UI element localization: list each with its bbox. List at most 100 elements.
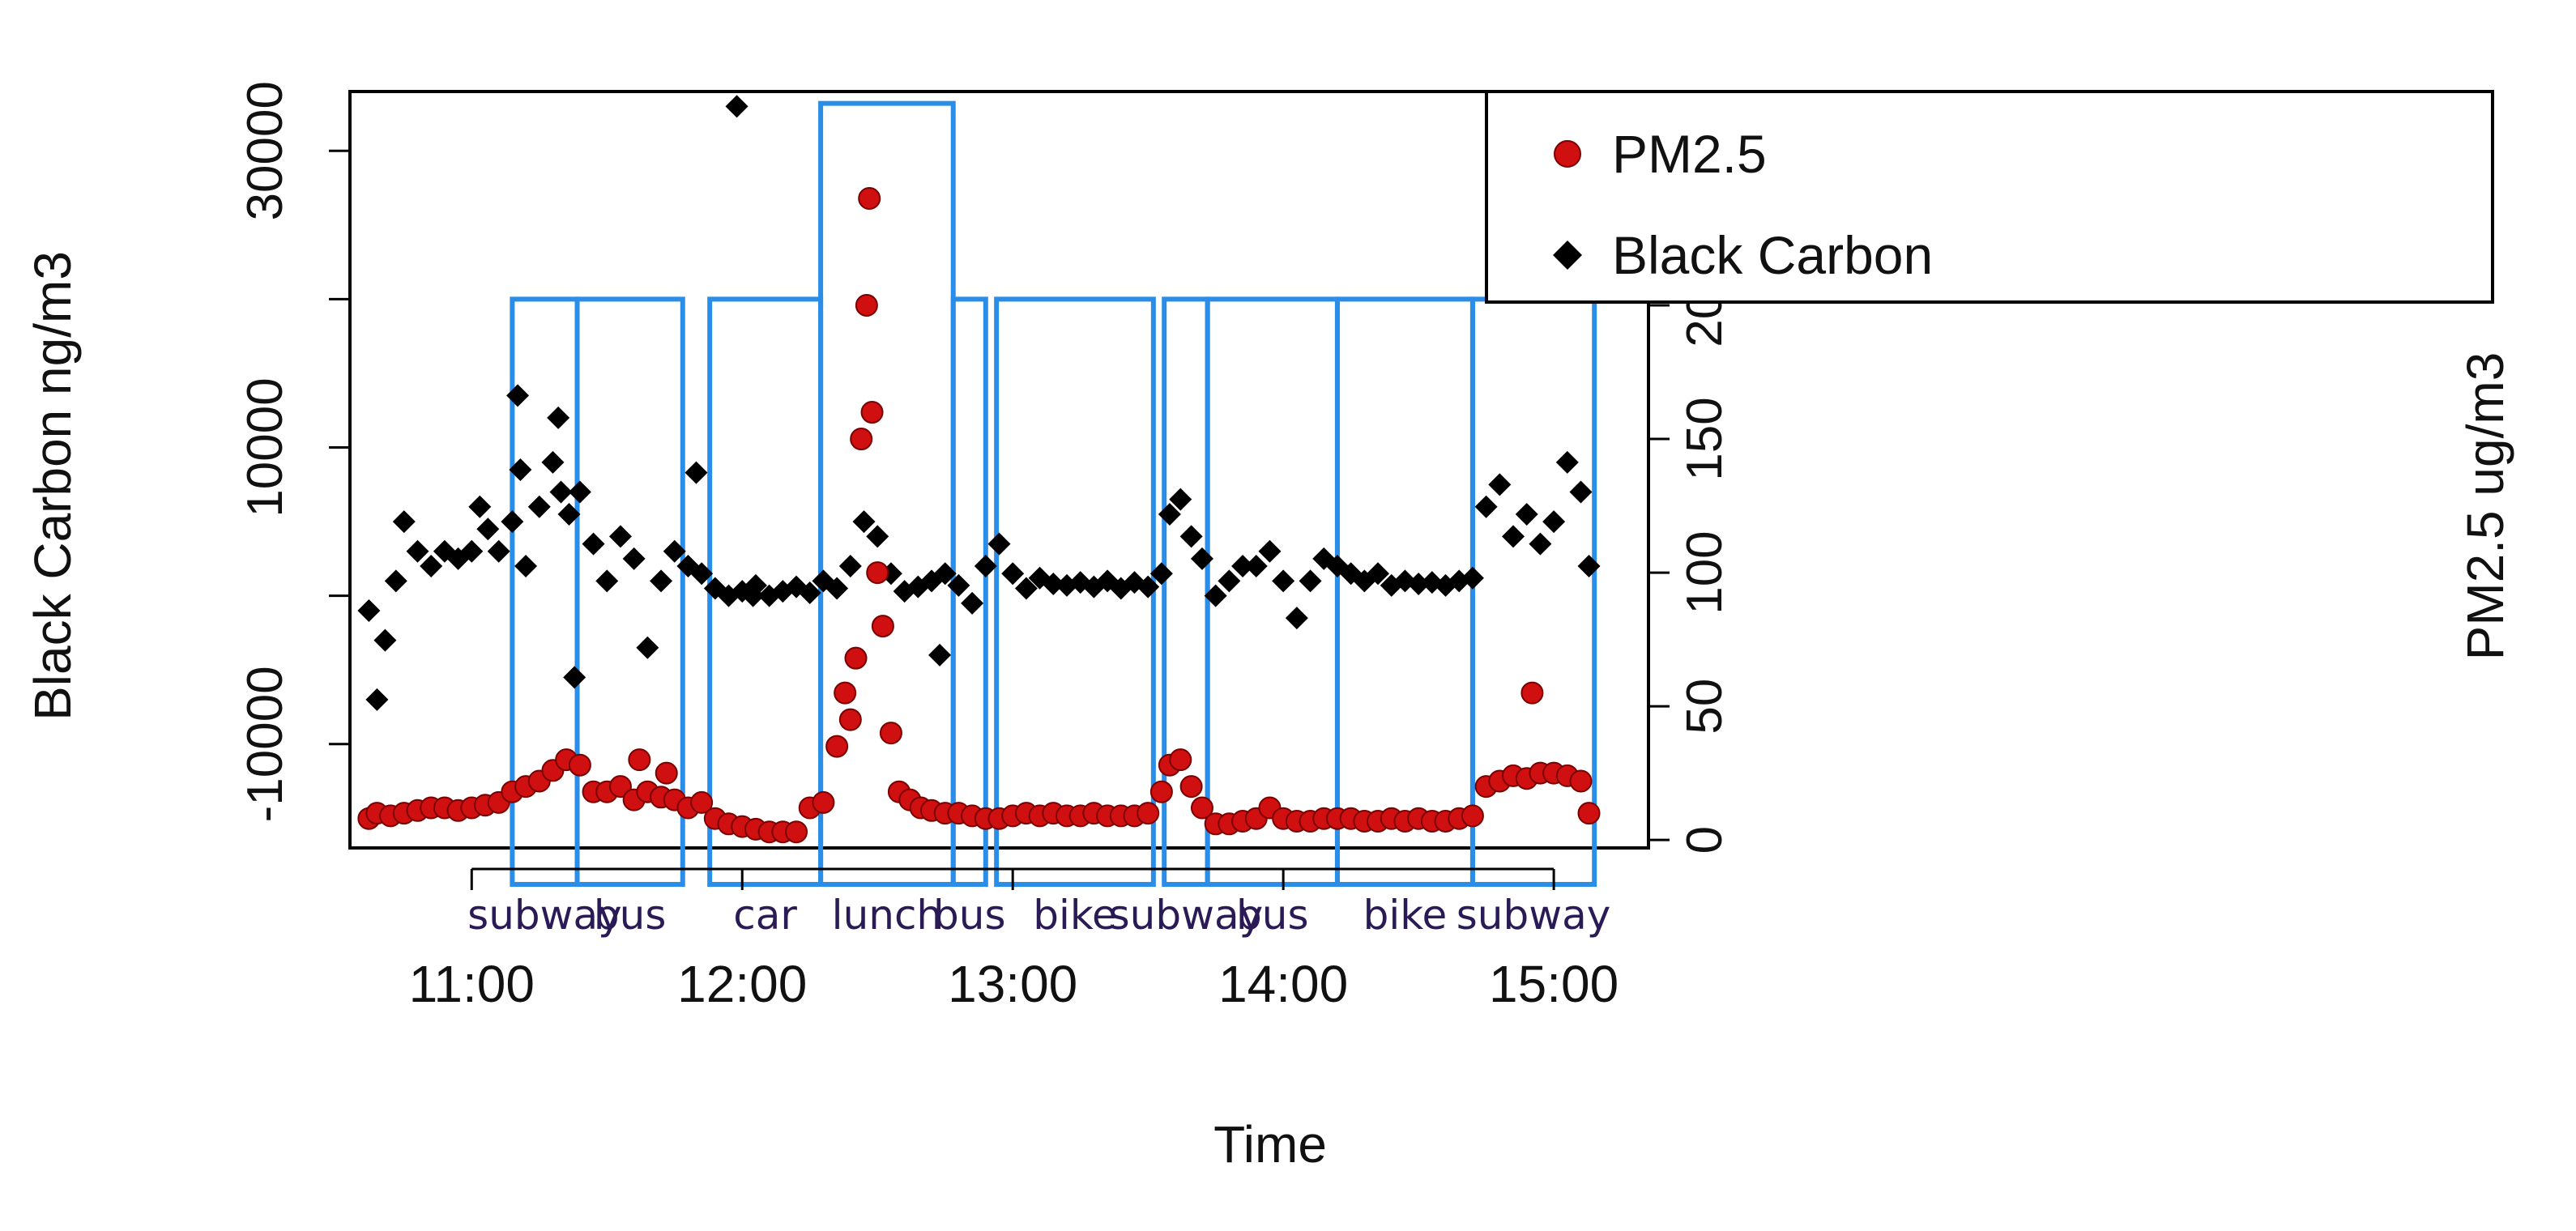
right-tick-label: 0 [1677, 826, 1733, 854]
black-carbon-point-27 [663, 539, 686, 563]
pm25-point-38 [834, 681, 857, 705]
black-carbon-point-3 [384, 569, 407, 593]
plot-frame [348, 90, 1650, 850]
black-carbon-point-74 [1285, 607, 1308, 630]
black-carbon-point-13 [501, 510, 524, 534]
black-carbon-point-18 [549, 480, 573, 504]
activity-label: subway [1109, 892, 1264, 939]
activity-label: car [733, 892, 797, 939]
black-carbon-point-53 [1014, 577, 1038, 600]
black-carbon-point-2 [373, 628, 397, 652]
pm25-point-21 [628, 748, 651, 772]
black-carbon-point-12 [487, 539, 510, 563]
pm25-point-92 [1461, 804, 1484, 828]
black-carbon-point-62 [1137, 575, 1160, 598]
right-tick-label: 150 [1677, 397, 1733, 480]
x-tick-label: 13:00 [948, 955, 1077, 1013]
black-carbon-point-38 [812, 569, 835, 593]
legend-label: PM2.5 [1612, 124, 1767, 184]
activity-label: bus [1236, 892, 1308, 939]
pm25-point-101 [1569, 769, 1593, 793]
black-carbon-point-1 [365, 688, 389, 711]
pm25-point-97 [1520, 681, 1544, 705]
black-carbon-point-51 [987, 532, 1011, 556]
legend-label: Black Carbon [1612, 225, 1933, 285]
black-carbon-point-15 [514, 555, 538, 578]
black-carbon-point-63 [1149, 562, 1173, 586]
black-carbon-point-4 [392, 510, 416, 534]
black-carbon-point-72 [1258, 539, 1282, 563]
x-tick-label: 15:00 [1489, 955, 1619, 1013]
pm25-point-42 [855, 294, 878, 317]
activity-box-4 [950, 296, 988, 887]
black-carbon-point-22 [595, 569, 619, 593]
black-carbon-point-97 [506, 384, 530, 407]
black-carbon-point-49 [961, 591, 984, 615]
series-black-carbon [357, 95, 1601, 711]
black-carbon-point-93 [1542, 510, 1566, 534]
black-carbon-point-98 [547, 406, 570, 429]
black-carbon-point-90 [1502, 525, 1525, 548]
right-tick-label: 50 [1677, 679, 1733, 735]
legend: PM2.5 Black Carbon [1485, 90, 2494, 304]
black-carbon-point-6 [420, 555, 443, 578]
x-tick-label: 14:00 [1218, 955, 1348, 1013]
right-axis-label: PM2.5 ug/m3 [2456, 352, 2514, 661]
black-carbon-point-48 [947, 573, 970, 597]
black-carbon-point-24 [622, 547, 646, 570]
black-carbon-point-17 [541, 450, 565, 474]
black-carbon-point-64 [1158, 502, 1181, 526]
black-carbon-point-0 [357, 598, 381, 622]
black-carbon-point-14 [509, 458, 532, 481]
activity-label: lunch [832, 892, 942, 939]
activity-box-7 [1205, 296, 1340, 887]
black-carbon-point-69 [1218, 569, 1241, 593]
black-carbon-point-55 [1042, 573, 1065, 596]
pm25-point-39 [838, 708, 862, 731]
pm25-point-34 [785, 820, 808, 844]
left-tick-label: 10000 [237, 377, 293, 517]
pm25-point-72 [1190, 796, 1213, 820]
pm25-point-70 [1169, 748, 1192, 772]
black-carbon-point-101 [741, 584, 765, 607]
right-tick-label: 100 [1677, 530, 1733, 614]
legend-marker-pm25 [1554, 140, 1581, 168]
black-carbon-point-47 [933, 562, 957, 586]
black-carbon-point-102 [928, 643, 952, 667]
activity-box-1 [574, 296, 685, 887]
pm25-point-36 [812, 790, 835, 814]
black-carbon-point-10 [468, 495, 492, 518]
black-carbon-point-75 [1299, 569, 1322, 593]
black-carbon-point-37 [798, 581, 821, 605]
black-carbon-point-92 [1529, 532, 1552, 556]
pm25-point-102 [1577, 802, 1601, 825]
x-tick-label: 11:00 [409, 955, 535, 1013]
black-carbon-point-87 [1461, 566, 1484, 590]
black-carbon-point-39 [825, 577, 849, 600]
activity-label: bike [1363, 892, 1448, 939]
plot-area [348, 90, 1650, 850]
pm25-point-71 [1179, 775, 1203, 799]
pm25-point-19 [608, 775, 632, 799]
black-carbon-point-5 [406, 539, 429, 563]
pm25-point-27 [690, 790, 714, 814]
pm25-point-46 [871, 615, 894, 638]
black-carbon-point-11 [476, 518, 500, 541]
pm25-point-40 [844, 646, 868, 670]
pm25-point-37 [825, 735, 849, 758]
black-carbon-point-89 [1488, 473, 1512, 496]
legend-box [1485, 90, 2494, 304]
black-carbon-point-99 [563, 666, 586, 689]
pm25-point-45 [866, 561, 889, 585]
pm25-point-44 [860, 401, 884, 424]
pm25-point-41 [850, 428, 873, 451]
pm25-point-47 [879, 722, 902, 745]
black-carbon-point-96 [1577, 555, 1601, 578]
black-carbon-point-29 [690, 562, 714, 586]
black-carbon-point-73 [1272, 569, 1295, 593]
left-axis-label: Black Carbon ng/m3 [23, 251, 82, 721]
series-pm25 [357, 187, 1601, 844]
black-carbon-point-9 [460, 539, 484, 563]
